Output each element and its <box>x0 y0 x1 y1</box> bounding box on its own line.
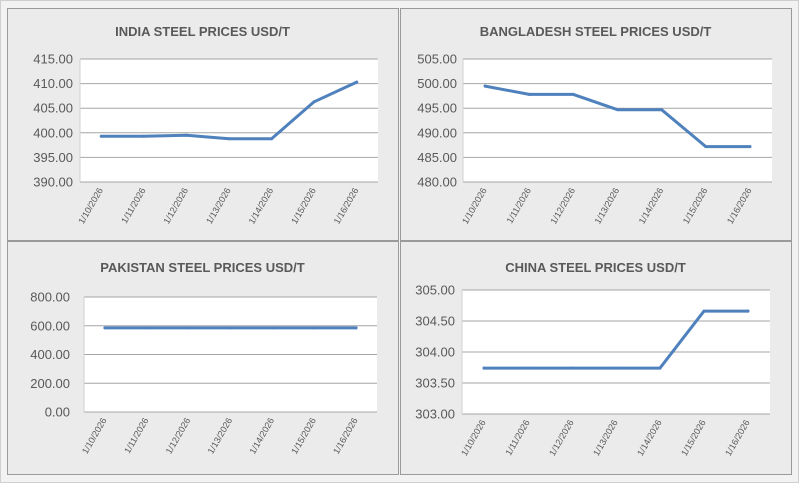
y-tick-label: 303.00 <box>415 407 455 422</box>
y-tick-label: 304.00 <box>415 345 455 360</box>
data-point <box>482 366 486 370</box>
chart-title: BANGLADESH STEEL PRICES USD/T <box>480 24 712 39</box>
data-point <box>184 133 188 137</box>
chart-china: CHINA STEEL PRICES USD/T 303.00 303.50 304.… <box>400 241 792 475</box>
data-point <box>658 366 662 370</box>
data-point <box>103 326 107 330</box>
data-point <box>704 145 708 149</box>
chart-pakistan: PAKISTAN STEEL PRICES USD/T 0.00 200.00 400… <box>7 241 399 475</box>
y-tick-label: 0.00 <box>45 405 70 420</box>
y-tick-label: 500.00 <box>417 76 457 91</box>
y-tick-label: 800.00 <box>30 290 70 305</box>
y-tick-label: 305.00 <box>415 283 455 298</box>
data-point <box>614 366 618 370</box>
chart-india: INDIA STEEL PRICES USD/T 390.00 395.00 400.… <box>7 8 399 241</box>
y-tick-label: 415.00 <box>33 52 73 67</box>
y-tick-label: 505.00 <box>417 52 457 67</box>
y-tick-label: 400.00 <box>30 347 70 362</box>
chart-title: CHINA STEEL PRICES USD/T <box>505 260 686 275</box>
y-tick-label: 200.00 <box>30 376 70 391</box>
y-tick-label: 410.00 <box>33 76 73 91</box>
plot-area <box>80 59 378 182</box>
plot-area <box>463 59 772 182</box>
y-tick-label: 304.50 <box>415 314 455 329</box>
data-point <box>702 309 706 313</box>
data-point <box>355 80 359 84</box>
data-point <box>616 108 619 112</box>
data-point <box>229 326 232 330</box>
chart-bangladesh: BANGLADESH STEEL PRICES USD/T 480.00 485.0… <box>400 8 792 241</box>
data-point <box>527 92 531 96</box>
chart-title: INDIA STEEL PRICES USD/T <box>115 24 290 39</box>
data-point <box>145 326 149 330</box>
y-tick-label: 303.50 <box>415 376 455 391</box>
y-tick-label: 390.00 <box>33 175 73 190</box>
data-point <box>748 145 752 149</box>
data-point <box>571 92 575 96</box>
data-point <box>142 134 146 138</box>
data-point <box>270 137 274 141</box>
data-point <box>99 134 103 138</box>
y-tick-label: 485.00 <box>417 150 457 165</box>
data-point <box>483 84 487 88</box>
data-point <box>312 100 316 104</box>
data-point <box>187 326 191 330</box>
data-point <box>570 366 574 370</box>
y-tick-label: 400.00 <box>33 125 73 140</box>
data-point <box>526 366 530 370</box>
y-tick-label: 600.00 <box>30 318 70 333</box>
data-point <box>312 326 316 330</box>
y-tick-label: 480.00 <box>417 175 457 190</box>
y-tick-label: 490.00 <box>417 125 457 140</box>
data-point <box>227 137 231 141</box>
y-tick-label: 405.00 <box>33 101 73 116</box>
y-tick-label: 495.00 <box>417 101 457 116</box>
data-point <box>270 326 274 330</box>
chart-title: PAKISTAN STEEL PRICES USD/T <box>100 260 304 275</box>
data-point <box>746 309 750 313</box>
y-tick-label: 395.00 <box>33 150 73 165</box>
data-point <box>660 108 664 112</box>
data-point <box>354 326 358 330</box>
